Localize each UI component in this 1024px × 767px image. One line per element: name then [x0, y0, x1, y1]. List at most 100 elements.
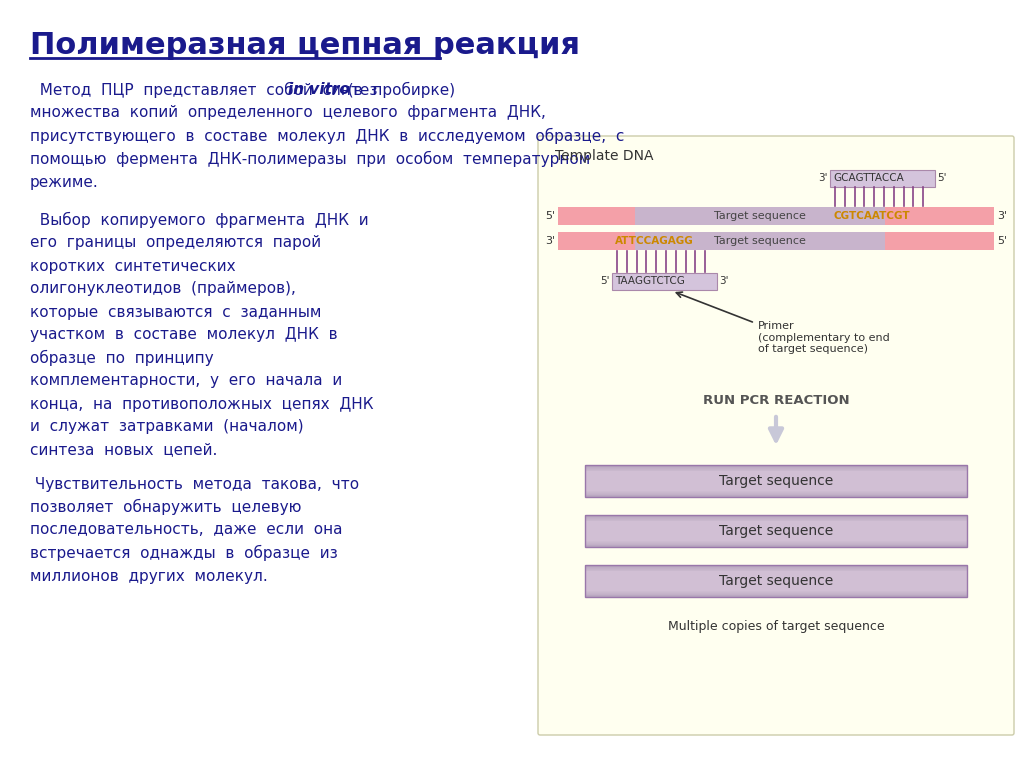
Bar [585, 531, 967, 532]
Text: Чувствительность  метода  такова,  что: Чувствительность метода такова, что [30, 476, 359, 492]
Bar [585, 585, 967, 586]
Bar [585, 486, 967, 488]
Text: помощью  фермента  ДНК-полимеразы  при  особом  температурном: помощью фермента ДНК-полимеразы при особ… [30, 151, 590, 167]
Bar [585, 524, 967, 525]
Bar [585, 577, 967, 578]
Bar [585, 592, 967, 594]
Bar [585, 517, 967, 518]
Bar [585, 532, 967, 533]
Bar [585, 581, 967, 582]
Text: и  служат  затравками  (началом): и служат затравками (началом) [30, 420, 304, 434]
Bar [585, 571, 967, 572]
Bar [585, 580, 967, 581]
Bar [585, 566, 967, 567]
Text: конца,  на  противоположных  цепях  ДНК: конца, на противоположных цепях ДНК [30, 397, 374, 412]
Text: GCAGTTACCA: GCAGTTACCA [833, 173, 904, 183]
Text: 5': 5' [997, 236, 1008, 246]
Text: 3': 3' [997, 211, 1008, 221]
Bar [585, 515, 967, 517]
Bar [585, 572, 967, 573]
Bar [585, 465, 967, 497]
Bar [585, 467, 967, 469]
Bar [585, 491, 967, 492]
Bar [585, 594, 967, 595]
Text: (в  пробирке): (в пробирке) [338, 82, 456, 98]
Bar [585, 473, 967, 474]
Text: ATTCCAGAGG: ATTCCAGAGG [615, 236, 693, 246]
Bar [558, 232, 635, 250]
Bar [585, 594, 967, 596]
Text: режиме.: режиме. [30, 175, 98, 189]
Bar [585, 532, 967, 534]
Bar [585, 530, 967, 532]
Bar [585, 567, 967, 568]
Bar [585, 565, 967, 597]
Bar [585, 540, 967, 541]
Bar [585, 468, 967, 469]
Bar [585, 520, 967, 521]
Bar [585, 469, 967, 470]
Bar [585, 466, 967, 468]
Bar [612, 273, 717, 290]
Text: Multiple copies of target sequence: Multiple copies of target sequence [668, 620, 885, 633]
Bar [585, 483, 967, 485]
Text: Target sequence: Target sequence [719, 574, 834, 588]
Bar [585, 578, 967, 580]
Bar [585, 593, 967, 594]
Bar [885, 232, 994, 250]
Bar [585, 596, 967, 597]
Bar [585, 481, 967, 482]
Bar [585, 521, 967, 522]
Text: Template DNA: Template DNA [555, 149, 653, 163]
Bar [585, 579, 967, 581]
Text: синтеза  новых  цепей.: синтеза новых цепей. [30, 443, 217, 457]
Bar [585, 586, 967, 587]
Text: CGTCAATCGT: CGTCAATCGT [833, 211, 909, 221]
Text: последовательность,  даже  если  она: последовательность, даже если она [30, 522, 342, 538]
Bar [585, 485, 967, 486]
Bar [585, 489, 967, 490]
Bar [585, 573, 967, 574]
Bar [585, 529, 967, 531]
Bar [585, 539, 967, 540]
Bar [585, 496, 967, 497]
Bar [585, 591, 967, 592]
Bar [585, 537, 967, 538]
Text: Target sequence: Target sequence [719, 524, 834, 538]
Bar [585, 576, 967, 578]
Text: 3': 3' [545, 236, 555, 246]
Text: 5': 5' [545, 211, 555, 221]
Bar [585, 486, 967, 487]
Text: образце  по  принципу: образце по принципу [30, 350, 214, 366]
Bar [585, 476, 967, 477]
Bar [585, 575, 967, 577]
Text: миллионов  других  молекул.: миллионов других молекул. [30, 568, 267, 584]
Bar [585, 589, 967, 590]
Bar [585, 490, 967, 491]
Bar [585, 474, 967, 475]
Bar [585, 578, 967, 579]
Bar [585, 480, 967, 482]
Text: которые  связываются  с  заданным: которые связываются с заданным [30, 304, 322, 320]
Text: Полимеразная цепная реакция: Полимеразная цепная реакция [30, 31, 580, 60]
Bar [585, 527, 967, 528]
Bar [585, 583, 967, 584]
Bar [585, 536, 967, 537]
Text: Target sequence: Target sequence [714, 211, 806, 221]
Bar [585, 470, 967, 471]
Bar [585, 472, 967, 473]
Bar [585, 538, 967, 539]
Bar [585, 465, 967, 466]
Bar [585, 595, 967, 597]
Bar [585, 475, 967, 476]
Bar [585, 587, 967, 588]
Bar [585, 543, 967, 544]
Text: коротких  синтетических: коротких синтетических [30, 258, 236, 274]
Bar [585, 477, 967, 478]
Bar [585, 466, 967, 467]
Bar [585, 495, 967, 496]
Bar [585, 522, 967, 523]
Bar [585, 582, 967, 583]
Bar [585, 515, 967, 516]
Bar [885, 207, 994, 225]
